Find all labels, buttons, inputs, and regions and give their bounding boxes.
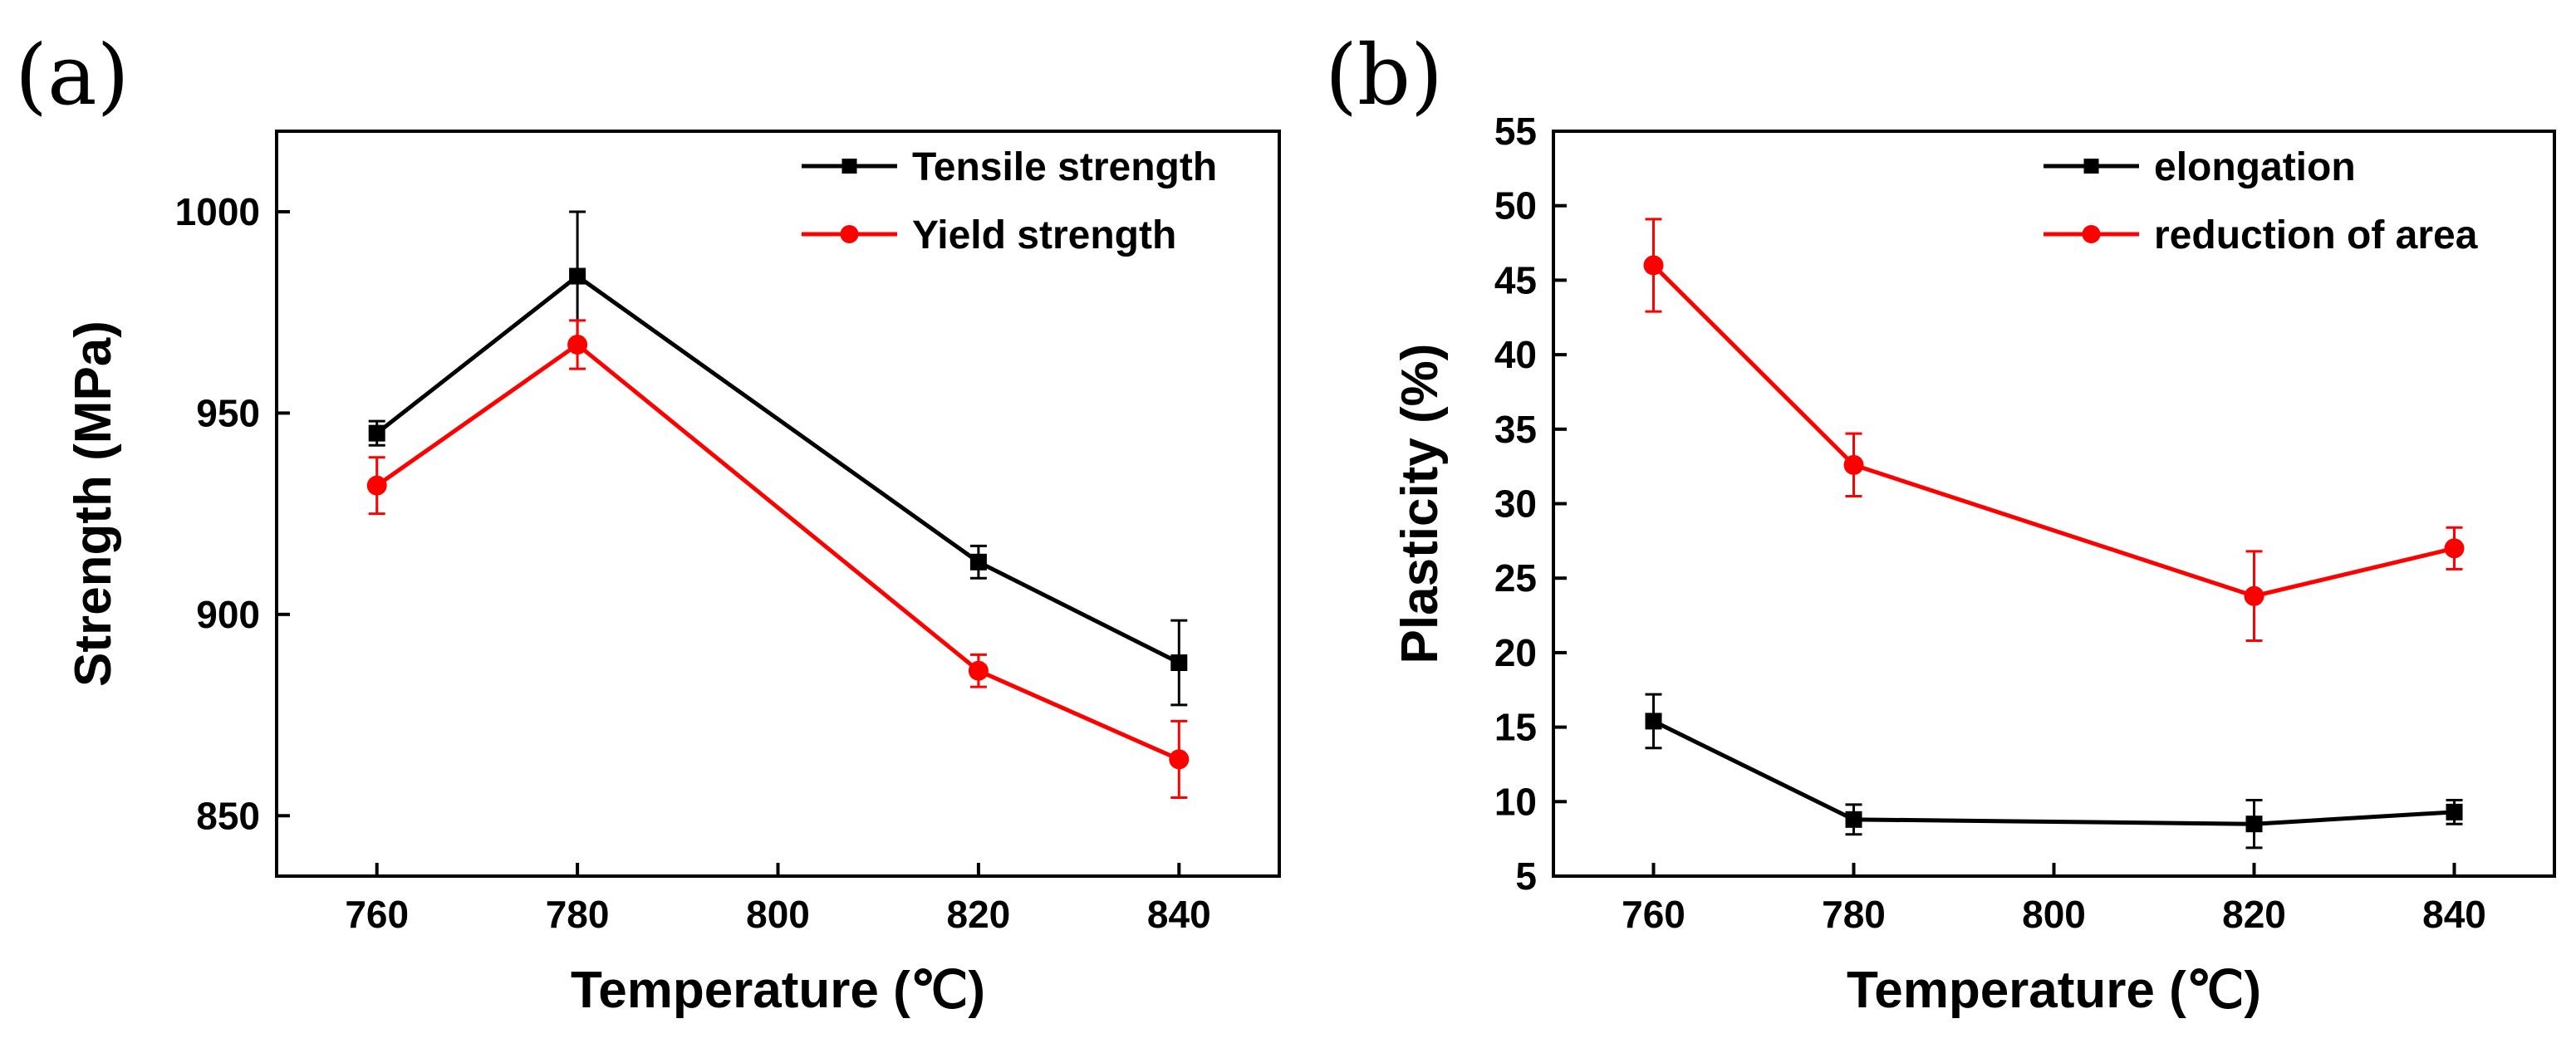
y-tick-label: 15 bbox=[1494, 706, 1537, 749]
y-tick-label: 55 bbox=[1494, 110, 1537, 153]
x-tick-label: 800 bbox=[746, 893, 810, 936]
panel-label: (b) bbox=[1325, 27, 1443, 124]
y-tick-label: 850 bbox=[196, 794, 260, 837]
data-point bbox=[2444, 538, 2465, 559]
data-point bbox=[2245, 815, 2263, 833]
series-1 bbox=[366, 319, 1190, 799]
legend-marker bbox=[841, 159, 857, 174]
y-tick-label: 40 bbox=[1494, 333, 1537, 376]
data-point bbox=[2446, 803, 2463, 820]
y-tick-label: 950 bbox=[196, 391, 260, 434]
series-1 bbox=[1643, 218, 2465, 643]
data-point bbox=[1170, 654, 1188, 672]
series-line bbox=[1652, 719, 2455, 826]
series-line bbox=[375, 341, 1180, 762]
data-point bbox=[1645, 713, 1662, 730]
y-tick-label: 35 bbox=[1494, 408, 1537, 451]
y-tick-label: 900 bbox=[196, 593, 260, 636]
data-point bbox=[569, 267, 586, 285]
data-point bbox=[567, 334, 588, 355]
y-tick-label: 1000 bbox=[175, 190, 260, 233]
y-axis-title: Strength (MPa) bbox=[65, 321, 122, 687]
legend-marker bbox=[2082, 225, 2101, 243]
x-tick-label: 840 bbox=[2422, 893, 2486, 936]
panel-a: (a) 760 780 800 820 840 850 900 950 1000 Temperatu… bbox=[15, 27, 1281, 1019]
data-point bbox=[1845, 811, 1862, 828]
panel-b: (b) 760 780 800 820 840 5 10 15 20 25 30 35 40 45 50 55 T… bbox=[1325, 27, 2556, 1019]
legend-marker bbox=[840, 225, 859, 243]
series-line bbox=[1651, 263, 2456, 599]
x-axis-title: Temperature (℃) bbox=[571, 962, 985, 1019]
y-tick-label: 20 bbox=[1494, 631, 1537, 674]
data-point bbox=[968, 660, 989, 681]
data-point bbox=[366, 475, 387, 496]
data-point bbox=[1643, 255, 1664, 276]
y-tick-label: 45 bbox=[1494, 258, 1537, 301]
x-tick-label: 760 bbox=[1622, 893, 1685, 936]
y-axis-title: Plasticity (%) bbox=[1391, 344, 1449, 664]
legend-label: Yield strength bbox=[912, 213, 1176, 257]
panel-label: (a) bbox=[15, 27, 130, 124]
x-tick-label: 820 bbox=[947, 893, 1011, 936]
data-point bbox=[368, 424, 385, 442]
series-0 bbox=[1645, 693, 2463, 850]
x-tick-label: 820 bbox=[2222, 893, 2286, 936]
legend-marker bbox=[2083, 159, 2099, 174]
data-point bbox=[1169, 749, 1190, 770]
y-tick-label: 25 bbox=[1494, 556, 1537, 600]
legend-label: reduction of area bbox=[2154, 213, 2478, 257]
y-tick-label: 30 bbox=[1494, 482, 1537, 526]
y-tick-label: 5 bbox=[1515, 855, 1537, 898]
data-point bbox=[969, 553, 987, 571]
series-0 bbox=[368, 210, 1188, 707]
x-axis-title: Temperature (℃) bbox=[1847, 962, 2261, 1019]
x-tick-label: 760 bbox=[345, 893, 409, 936]
x-tick-label: 800 bbox=[2022, 893, 2086, 936]
legend-label: Tensile strength bbox=[912, 145, 1217, 189]
x-tick-label: 780 bbox=[1822, 893, 1886, 936]
series-line bbox=[375, 273, 1180, 665]
y-tick-label: 50 bbox=[1494, 184, 1537, 228]
y-tick-label: 10 bbox=[1494, 780, 1537, 823]
data-point bbox=[2244, 585, 2264, 606]
x-tick-label: 780 bbox=[546, 893, 610, 936]
x-tick-label: 840 bbox=[1147, 893, 1211, 936]
legend-label: elongation bbox=[2154, 145, 2356, 189]
data-point bbox=[1843, 454, 1864, 475]
